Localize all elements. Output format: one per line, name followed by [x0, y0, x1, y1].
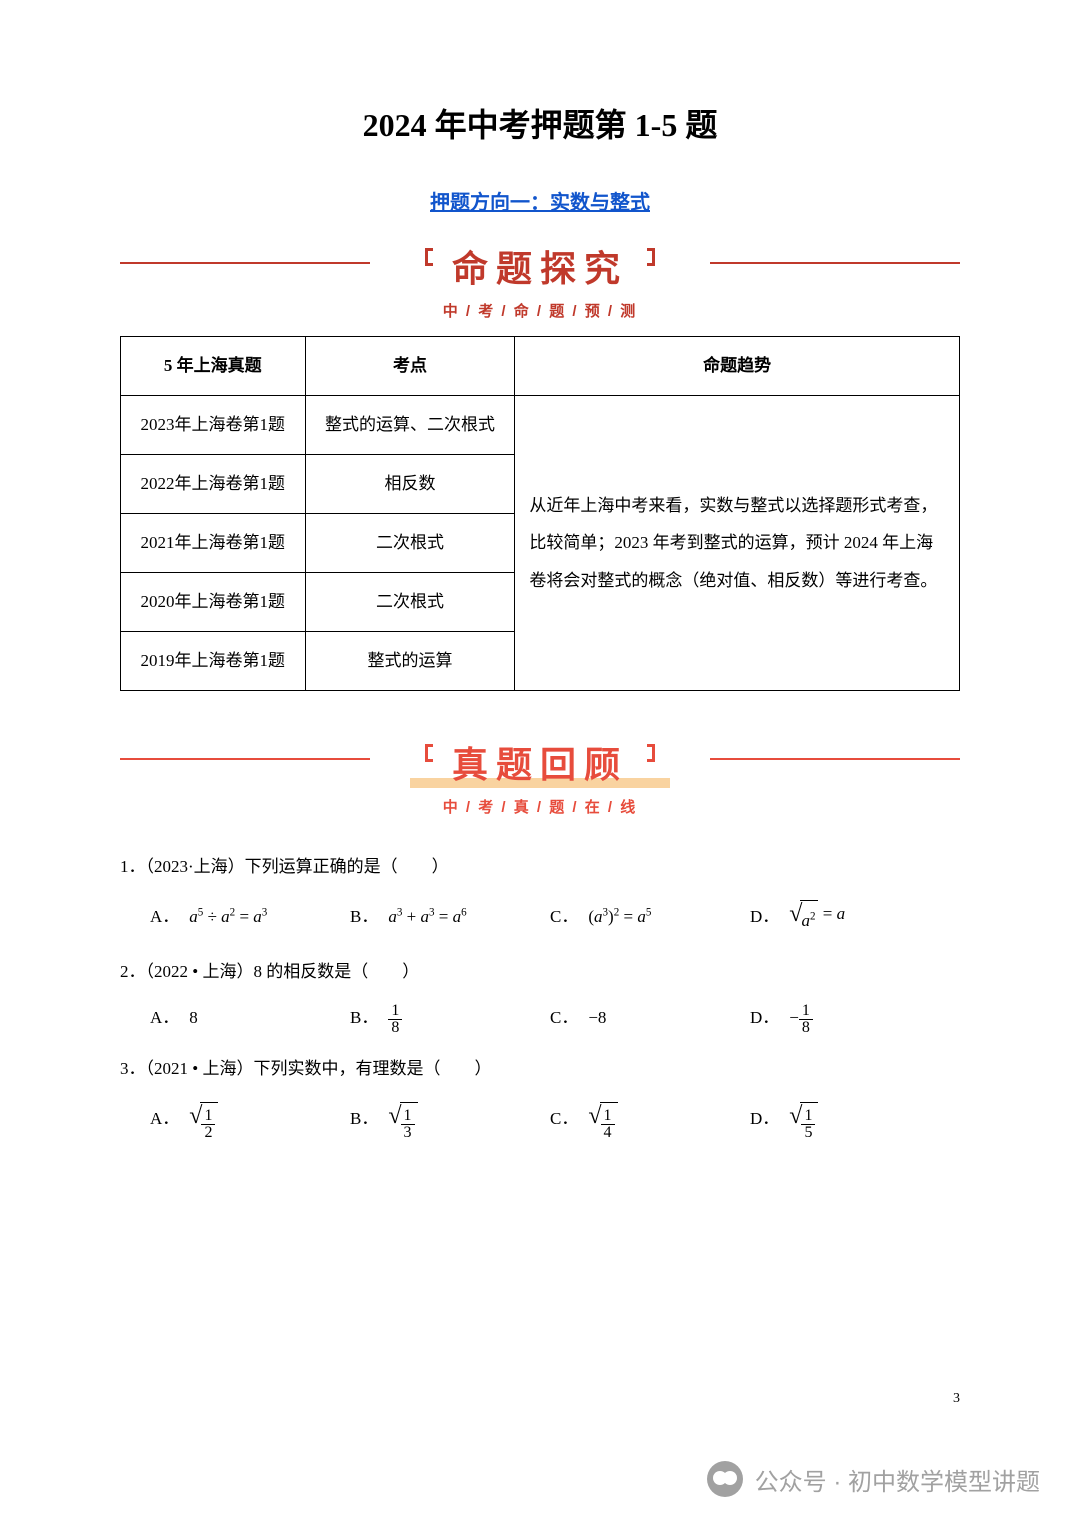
option-label: D． [750, 897, 779, 938]
option-label: B． [350, 897, 378, 938]
option-math: √14 [588, 1096, 617, 1144]
option-label: C． [550, 897, 578, 938]
option: B． √13 [350, 1096, 550, 1144]
option: D． −18 [750, 998, 950, 1039]
col-year: 5 年上海真题 [121, 337, 306, 396]
section2-sub: 中 / 考 / 真 / 题 / 在 / 线 [120, 796, 960, 817]
analysis-table: 5 年上海真题 考点 命题趋势 2023年上海卷第1题 整式的运算、二次根式 从… [120, 336, 960, 691]
option-label: D． [750, 1099, 779, 1140]
question-stem: 2．（2022 • 上海）8 的相反数是（ ） [120, 952, 960, 993]
option-math: 18 [388, 998, 402, 1039]
table-row: 2023年上海卷第1题 整式的运算、二次根式 从近年上海中考来看，实数与整式以选… [121, 396, 960, 455]
cell-topic: 整式的运算 [305, 632, 515, 691]
section2-line-left [120, 758, 370, 760]
section2-line-right [710, 758, 960, 760]
questions-block: 1．（2023·上海）下列运算正确的是（ ） A．a5 ÷ a2 = a3 B．… [120, 847, 960, 1144]
section2-bracket-right [647, 744, 655, 762]
option-math: a5 ÷ a2 = a3 [189, 897, 267, 938]
option-label: A． [150, 998, 179, 1039]
cell-year: 2019年上海卷第1题 [121, 632, 306, 691]
option: C．(a3)2 = a5 [550, 894, 750, 942]
option-math: −8 [588, 998, 606, 1039]
option: C．−8 [550, 998, 750, 1039]
cell-topic: 二次根式 [305, 514, 515, 573]
section1-header: 命题探究 [120, 240, 960, 290]
watermark: 公众号 · 初中数学模型讲题 [707, 1461, 1040, 1497]
option: B．a3 + a3 = a6 [350, 894, 550, 942]
cell-topic: 整式的运算、二次根式 [305, 396, 515, 455]
subtitle-link: 押题方向一：实数与整式 [120, 186, 960, 215]
watermark-text: 公众号 · 初中数学模型讲题 [755, 1462, 1040, 1497]
section1-sub: 中 / 考 / 命 / 题 / 预 / 测 [120, 300, 960, 321]
cell-year: 2023年上海卷第1题 [121, 396, 306, 455]
section1-bracket-left [425, 248, 433, 266]
option-math: 8 [189, 998, 198, 1039]
question-options: A．8 B．18 C．−8 D． −18 [120, 998, 960, 1039]
section2-title: 真题回顾 [452, 736, 628, 788]
option: A． √12 [150, 1096, 350, 1144]
section1-title: 命题探究 [452, 240, 628, 292]
section2-header: 真题回顾 [120, 736, 960, 786]
col-trend: 命题趋势 [515, 337, 960, 396]
section1-bracket-right [647, 248, 655, 266]
col-topic: 考点 [305, 337, 515, 396]
option-label: B． [350, 998, 378, 1039]
question-stem: 1．（2023·上海）下列运算正确的是（ ） [120, 847, 960, 888]
wechat-icon [707, 1461, 743, 1497]
question-options: A． √12 B． √13 C． √14 D． √15 [120, 1096, 960, 1144]
option-math: √12 [189, 1096, 218, 1144]
question-stem: 3．（2021 • 上海）下列实数中，有理数是（ ） [120, 1049, 960, 1090]
option-math: −18 [789, 998, 813, 1039]
option-label: C． [550, 1099, 578, 1140]
option-math: √13 [388, 1096, 417, 1144]
option-label: C． [550, 998, 578, 1039]
section1-line-left [120, 262, 370, 264]
table-header-row: 5 年上海真题 考点 命题趋势 [121, 337, 960, 396]
option: C． √14 [550, 1096, 750, 1144]
option-label: A． [150, 1099, 179, 1140]
option: D．√a2 = a [750, 894, 950, 942]
page-title: 2024 年中考押题第 1-5 题 [120, 100, 960, 146]
section2-bracket-left [425, 744, 433, 762]
option-label: D． [750, 998, 779, 1039]
option: D． √15 [750, 1096, 950, 1144]
cell-trend: 从近年上海中考来看，实数与整式以选择题形式考查，比较简单；2023 年考到整式的… [515, 396, 960, 691]
section1-line-right [710, 262, 960, 264]
page-number: 3 [953, 1391, 960, 1407]
cell-year: 2021年上海卷第1题 [121, 514, 306, 573]
cell-year: 2022年上海卷第1题 [121, 455, 306, 514]
option-label: A． [150, 897, 179, 938]
cell-topic: 相反数 [305, 455, 515, 514]
option-math: a3 + a3 = a6 [388, 897, 466, 938]
option: A．8 [150, 998, 350, 1039]
question-options: A．a5 ÷ a2 = a3 B．a3 + a3 = a6 C．(a3)2 = … [120, 894, 960, 942]
option-math: √a2 = a [789, 894, 845, 942]
cell-year: 2020年上海卷第1题 [121, 573, 306, 632]
option: A．a5 ÷ a2 = a3 [150, 894, 350, 942]
option: B．18 [350, 998, 550, 1039]
cell-topic: 二次根式 [305, 573, 515, 632]
option-math: (a3)2 = a5 [588, 897, 651, 938]
option-label: B． [350, 1099, 378, 1140]
option-math: √15 [789, 1096, 818, 1144]
